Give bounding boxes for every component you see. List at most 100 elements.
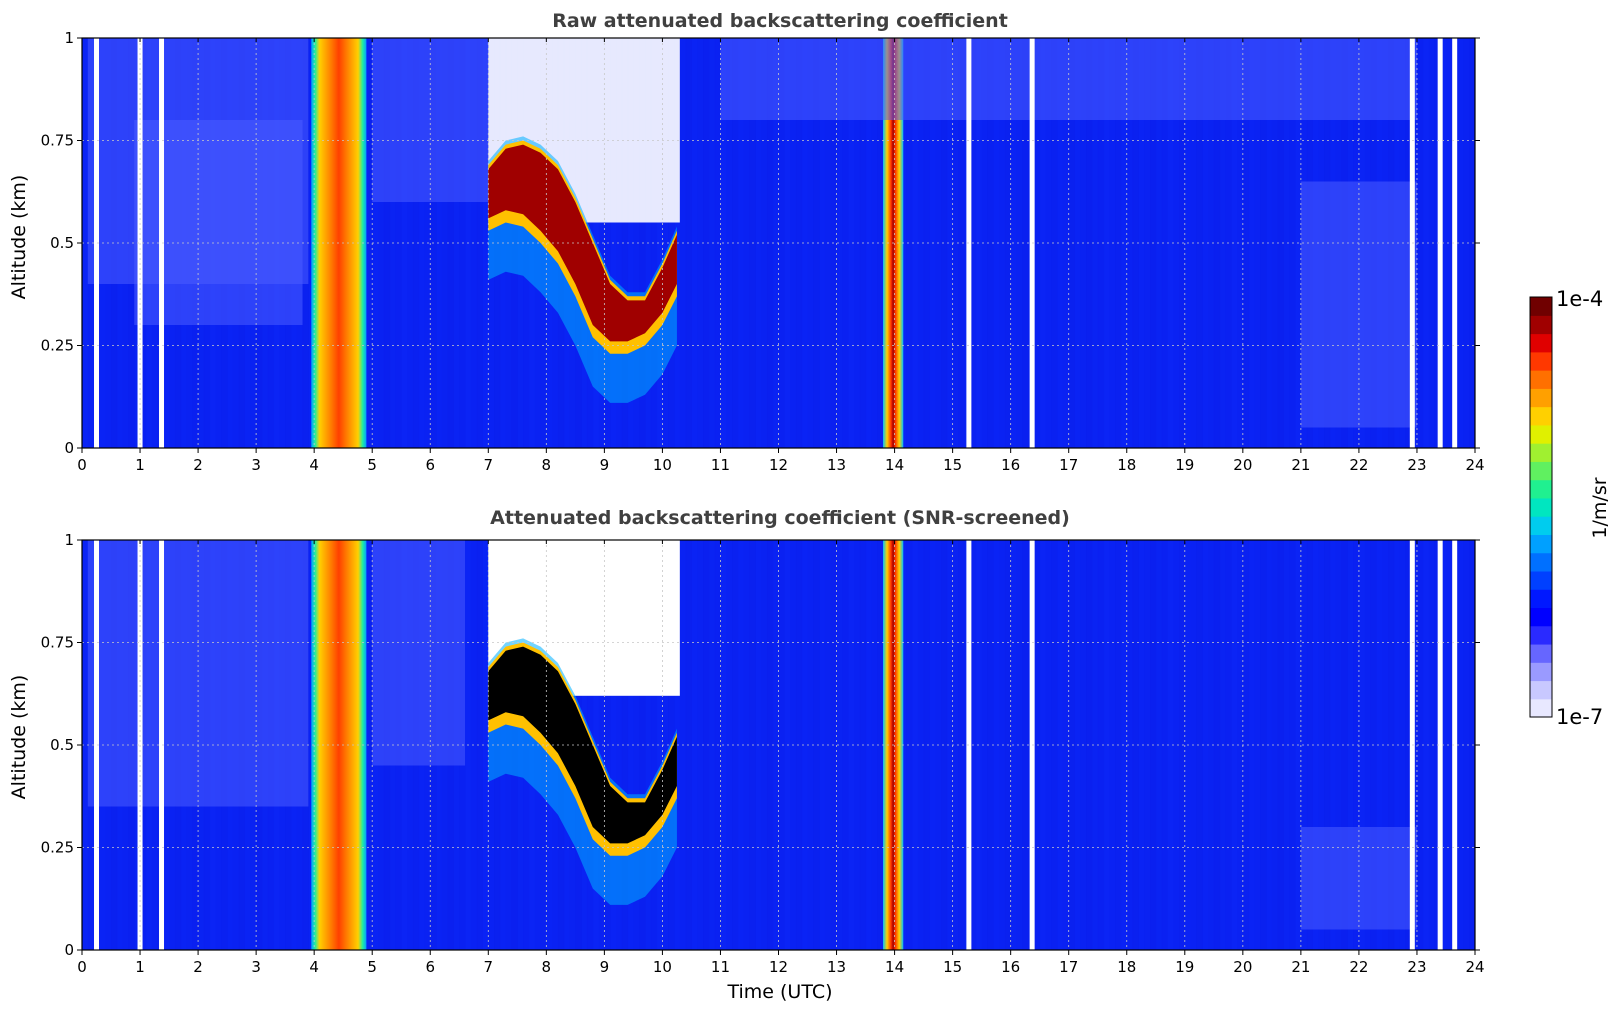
heatmap-texture xyxy=(1271,38,1279,448)
heatmap-texture xyxy=(1196,38,1203,448)
heatmap-texture xyxy=(1208,540,1215,950)
x-tick-label: 23 xyxy=(1407,456,1426,474)
y-tick-label: 0.75 xyxy=(41,634,74,652)
heatmap-texture xyxy=(1463,540,1470,950)
heatmap-texture xyxy=(1353,540,1360,950)
heatmap-texture xyxy=(1196,540,1203,950)
missing-profile xyxy=(159,38,165,448)
x-tick-label: 21 xyxy=(1291,958,1310,976)
heatmap-texture xyxy=(697,38,704,448)
heatmap-texture xyxy=(1121,540,1127,950)
x-tick-label: 4 xyxy=(309,456,319,474)
colorbar-swatch xyxy=(1530,333,1552,353)
heatmap-texture xyxy=(1208,38,1215,448)
heatmap-texture xyxy=(1126,540,1134,950)
colorbar-swatch xyxy=(1530,424,1552,444)
aerosol-region xyxy=(372,540,466,766)
heatmap-texture xyxy=(766,38,774,448)
x-tick-label: 6 xyxy=(425,456,435,474)
heatmap-texture xyxy=(1382,540,1389,950)
heatmap-texture xyxy=(842,38,849,448)
x-tick-label: 1 xyxy=(135,456,145,474)
heatmap-texture xyxy=(1062,38,1070,448)
heatmap-texture xyxy=(1086,38,1093,448)
heatmap-texture xyxy=(761,38,768,448)
heatmap-texture xyxy=(923,540,930,950)
x-tick-label: 24 xyxy=(1465,958,1484,976)
raw-backscatter-panel: Raw attenuated backscattering coefficien… xyxy=(8,10,1485,474)
heatmap-texture xyxy=(1097,38,1105,448)
heatmap-texture xyxy=(795,38,803,448)
colorbar-swatch xyxy=(1530,479,1552,499)
missing-profile xyxy=(1452,38,1458,448)
axes: 0 1 2 3 4 5 6 7 8 9 10 11 12 13 14 15 16 17 18 19 20 21 22 23 24… xyxy=(41,531,1485,976)
heatmap-texture xyxy=(383,38,391,448)
colorbar-swatch xyxy=(1530,589,1552,609)
x-tick-label: 7 xyxy=(484,456,494,474)
heatmap-texture xyxy=(1213,38,1221,448)
aerosol-region xyxy=(1300,827,1417,930)
colorbar-swatch xyxy=(1530,351,1552,371)
x-tick-label: 2 xyxy=(193,456,203,474)
heatmap-texture xyxy=(958,540,965,950)
heatmap-texture xyxy=(1213,540,1221,950)
heatmap-texture xyxy=(476,38,483,448)
x-tick-label: 5 xyxy=(367,958,377,976)
x-axis-label: Time (UTC) xyxy=(726,981,832,1003)
y-axis-label: Altitude (km) xyxy=(8,175,30,300)
colorbar-swatch xyxy=(1530,497,1552,517)
x-tick-label: 3 xyxy=(251,456,261,474)
colorbar-swatch xyxy=(1530,534,1552,554)
heatmap-texture xyxy=(378,38,385,448)
heatmap-texture xyxy=(795,540,803,950)
heatmap-texture xyxy=(871,38,878,448)
colorbar-swatch xyxy=(1530,388,1552,408)
heatmap-texture xyxy=(1051,540,1058,950)
heatmap-texture xyxy=(703,38,710,448)
x-tick-label: 2 xyxy=(193,958,203,976)
heatmap-texture xyxy=(1161,540,1168,950)
x-tick-label: 13 xyxy=(827,958,846,976)
x-tick-label: 8 xyxy=(542,456,552,474)
heatmap-texture xyxy=(1051,38,1058,448)
heatmap-texture xyxy=(1097,540,1105,950)
heatmap-texture xyxy=(1062,540,1070,950)
missing-profile xyxy=(1452,540,1458,950)
x-tick-label: 7 xyxy=(484,958,494,976)
heatmap-texture xyxy=(958,38,965,448)
colorbar-swatch xyxy=(1530,643,1552,663)
heatmap-texture xyxy=(906,540,913,950)
heatmap-texture xyxy=(703,540,710,950)
heatmap-texture xyxy=(871,540,878,950)
colorbar-swatch xyxy=(1530,406,1552,426)
colorbar-swatch xyxy=(1530,552,1552,572)
heatmap-texture xyxy=(1161,38,1168,448)
x-tick-label: 17 xyxy=(1059,958,1078,976)
x-tick-label: 8 xyxy=(542,958,552,976)
heatmap-texture xyxy=(1277,38,1284,448)
colorbar-swatch xyxy=(1530,461,1552,481)
snr-screened-panel: Attenuated backscattering coefficient (S… xyxy=(8,507,1485,1003)
heatmap-texture xyxy=(1242,38,1250,448)
colorbar-swatch xyxy=(1530,443,1552,462)
heatmap-texture xyxy=(1068,38,1076,448)
colorbar-max-label: 1e-4 xyxy=(1556,287,1603,311)
y-tick-label: 0.5 xyxy=(50,736,74,754)
heatmap-texture xyxy=(842,540,849,950)
heatmap-texture xyxy=(1022,38,1029,448)
missing-profile xyxy=(1437,540,1443,950)
x-tick-label: 23 xyxy=(1407,958,1426,976)
heatmap-texture xyxy=(1022,540,1029,950)
missing-profile xyxy=(159,540,165,950)
heatmap-texture xyxy=(633,540,640,950)
panel-title: Raw attenuated backscattering coefficien… xyxy=(552,10,1008,32)
x-tick-label: 12 xyxy=(769,456,788,474)
colorbar-swatch xyxy=(1530,370,1552,389)
colorbar-scale xyxy=(1530,297,1552,718)
x-tick-label: 14 xyxy=(885,958,904,976)
x-tick-label: 0 xyxy=(77,456,87,474)
x-tick-label: 16 xyxy=(1001,958,1020,976)
heatmap-texture xyxy=(1016,38,1023,448)
heatmap-texture xyxy=(1016,540,1023,950)
x-tick-label: 20 xyxy=(1233,958,1252,976)
